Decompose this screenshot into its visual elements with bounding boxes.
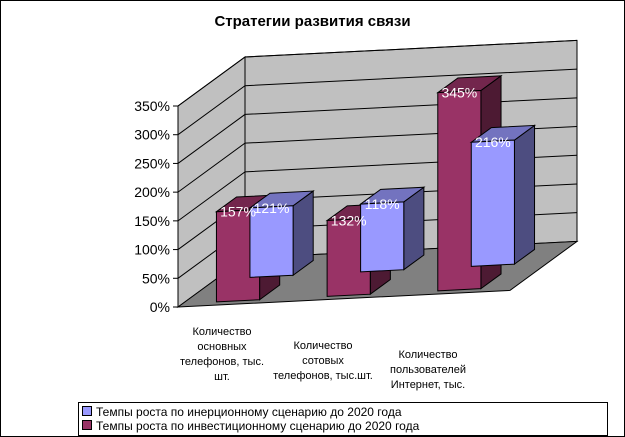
chart-title: Стратегии развития связи [214,13,411,30]
y-tick-label-1: 50% [142,270,170,286]
data-label-0-0: 121% [254,200,290,216]
category-label-2-line-2: Интернет, тыс. [390,379,466,391]
bar-0-0 [248,190,315,278]
legend-label-0: Темпы роста по инерционному сценарию до … [96,405,402,419]
data-label-1-2: 345% [441,85,477,101]
category-label-1-line-0: Количество [293,340,353,352]
y-tick-label-3: 150% [134,213,170,229]
y-tick-label-2: 100% [134,242,170,258]
legend-item-1: Темпы роста по инвестиционному сценарию … [82,419,419,433]
category-label-0-line-3: шт. [214,371,230,383]
y-tick-label-0: 0% [150,299,170,315]
data-label-1-1: 132% [331,212,367,228]
category-label-0-line-1: основных [197,341,247,353]
legend-label-1: Темпы роста по инвестиционному сценарию … [96,419,420,433]
data-label-0-1: 118% [365,196,400,212]
data-labels: 157%121% 132%118% 345% 216% [220,85,511,229]
data-label-1-0: 157% [220,204,256,220]
chart-legend [78,402,608,436]
chart-bars [214,74,537,303]
bar-0-1 [358,186,426,273]
category-label-1-line-2: телефонов, тыс.шт. [273,370,373,382]
category-label-0-line-0: Количество [192,326,252,338]
y-axis-ticks: 0% 50% 100% 150% 200% 250% 300% 350% [134,98,178,315]
category-label-1: Количество сотовых телефонов, тыс.шт. [268,339,378,384]
category-label-2-line-0: Количество [398,349,458,361]
category-label-0: Количество основных телефонов, тыс. шт. [167,325,277,385]
category-label-2-line-1: пользователей [390,364,466,376]
data-label-0-2: 216% [475,134,511,150]
legend-item-0: Темпы роста по инерционному сценарию до … [82,405,402,419]
gridline-7 [177,39,578,107]
y-tick-label-5: 250% [134,155,170,171]
y-tick-label-7: 350% [134,98,170,114]
category-label-0-line-2: телефонов, тыс. [179,356,265,368]
legend-swatch-0 [82,406,92,416]
y-tick-label-4: 200% [134,184,170,200]
y-tick-label-6: 300% [134,127,170,143]
legend-swatch-1 [82,420,92,430]
category-label-2: Количество пользователей Интернет, тыс. [373,348,483,393]
gridline-6 [177,68,578,136]
bar-0-2 [469,124,537,267]
category-label-1-line-1: сотовых [302,355,344,367]
